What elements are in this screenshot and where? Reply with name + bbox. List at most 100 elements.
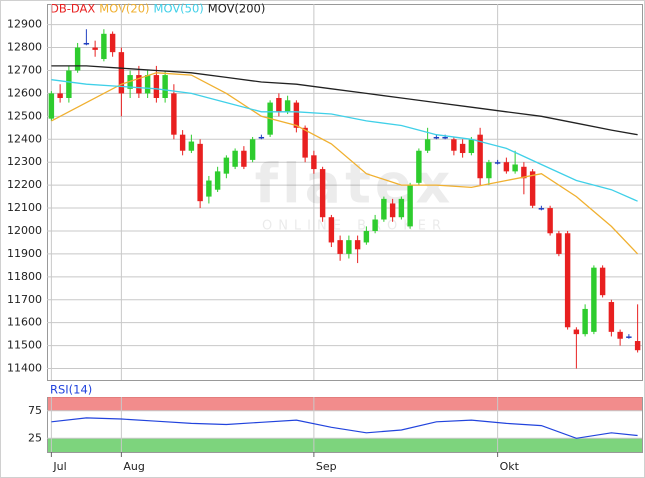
candle-body xyxy=(153,75,160,98)
candle-body xyxy=(398,198,405,218)
watermark-sub: ONLINE BROKER xyxy=(262,219,447,234)
candle-body xyxy=(407,185,413,227)
y-tick-label: 12000 xyxy=(7,224,42,237)
y-tick-label: 12700 xyxy=(7,63,42,76)
y-tick-label: 12500 xyxy=(7,109,42,122)
rsi-label: RSI(14) xyxy=(50,383,92,397)
candle-body xyxy=(634,341,641,351)
candle-body xyxy=(529,171,536,206)
candle-body xyxy=(319,169,326,218)
candle-body xyxy=(389,203,396,218)
legend-entry: MOV(50) xyxy=(154,2,204,16)
rsi-tick-label: 25 xyxy=(28,431,42,444)
candle-body xyxy=(512,164,518,172)
candle-body xyxy=(328,217,335,243)
candle-body xyxy=(468,139,475,154)
y-tick-label: 11800 xyxy=(7,270,42,283)
candle-body xyxy=(547,208,553,234)
y-tick-label: 11500 xyxy=(7,339,42,352)
legend-entry: MOV(200) xyxy=(208,2,266,16)
x-tick-label: Aug xyxy=(123,460,144,473)
candle-body xyxy=(486,162,492,179)
y-tick-label: 12300 xyxy=(7,155,42,168)
candle-body xyxy=(459,143,466,154)
x-tick-label: Sep xyxy=(316,460,337,473)
candle-body xyxy=(136,75,142,94)
candle-body xyxy=(617,331,623,339)
candle-body xyxy=(626,336,632,338)
rsi-line xyxy=(51,417,638,439)
candle-body xyxy=(118,52,125,94)
candle-body xyxy=(214,171,221,190)
candle-body xyxy=(582,308,588,335)
candle-body xyxy=(311,155,317,170)
y-tick-label: 11600 xyxy=(7,316,42,329)
candle-body xyxy=(599,267,606,296)
candle-body xyxy=(302,127,308,158)
y-tick-label: 11400 xyxy=(7,362,42,375)
candle-body xyxy=(258,136,265,139)
ma-line xyxy=(51,72,639,255)
candle-body xyxy=(538,208,545,210)
y-tick-label: 12900 xyxy=(7,18,42,31)
candle-body xyxy=(494,162,501,164)
candle-body xyxy=(284,100,291,112)
candle-body xyxy=(424,139,431,151)
candle-body xyxy=(66,70,72,98)
candle-body xyxy=(372,219,378,231)
y-tick-label: 12400 xyxy=(7,132,42,145)
ma-line xyxy=(51,65,638,136)
candle-body xyxy=(109,33,116,53)
candle-body xyxy=(451,139,457,151)
candle-body xyxy=(101,33,107,60)
x-tick-label: Jul xyxy=(52,460,66,473)
candle-body xyxy=(608,302,615,332)
y-tick-label: 12200 xyxy=(7,178,42,191)
candle-body xyxy=(206,180,212,197)
candle-body xyxy=(48,93,55,119)
candle-body xyxy=(241,150,247,167)
candle-body xyxy=(346,240,352,254)
rsi-band xyxy=(48,397,642,411)
candle-body xyxy=(416,150,422,183)
rsi-band xyxy=(48,438,642,452)
candle-body xyxy=(591,267,597,332)
candle-body xyxy=(197,143,203,202)
y-tick-label: 12600 xyxy=(7,86,42,99)
y-tick-label: 12100 xyxy=(7,201,42,214)
candle-body xyxy=(83,42,90,45)
y-tick-label: 11900 xyxy=(7,247,42,260)
candle-body xyxy=(171,93,177,135)
ma-line xyxy=(51,79,638,202)
legend-entry: DB-DAX xyxy=(50,2,95,16)
candle-body xyxy=(573,329,580,335)
candle-body xyxy=(477,134,483,179)
candle-body xyxy=(556,233,562,254)
candle-body xyxy=(381,198,387,220)
candle-body xyxy=(144,75,151,94)
candle-body xyxy=(92,47,98,50)
candle-body xyxy=(57,93,63,98)
candle-body xyxy=(162,75,168,98)
candle-body xyxy=(232,150,238,167)
candle-body xyxy=(179,134,186,151)
y-tick-label: 11700 xyxy=(7,293,42,306)
candle-body xyxy=(521,166,527,179)
legend-entry: MOV(20) xyxy=(99,2,149,16)
watermark: flatex xyxy=(255,153,455,216)
y-tick-label: 12800 xyxy=(7,41,42,54)
candle-body xyxy=(442,136,448,139)
candle-body xyxy=(337,240,343,254)
x-tick-label: Okt xyxy=(500,460,520,473)
candle-body xyxy=(503,162,510,172)
candle-body xyxy=(276,98,282,112)
candle-body xyxy=(354,240,361,250)
candle-body xyxy=(433,136,440,139)
price-panel xyxy=(47,4,643,381)
candle-body xyxy=(223,157,230,174)
rsi-tick-label: 75 xyxy=(28,404,42,417)
candle-body xyxy=(249,139,256,160)
candle-body xyxy=(293,102,300,128)
candle-body xyxy=(363,230,370,243)
